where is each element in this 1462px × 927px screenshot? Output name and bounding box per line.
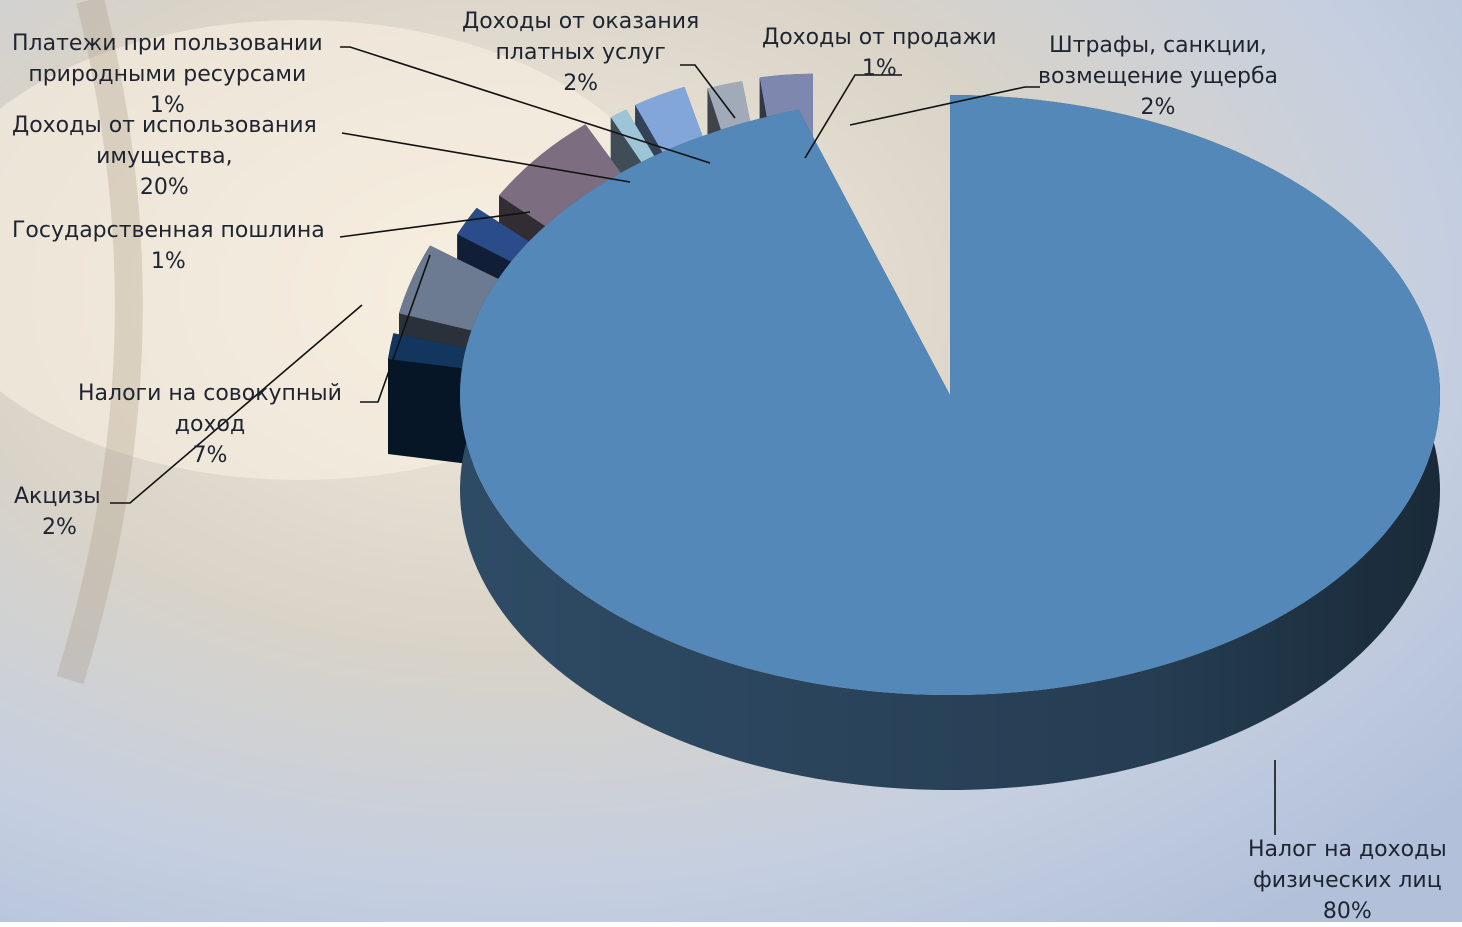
slice-label-text: Налог на доходы: [1248, 837, 1447, 862]
leader-line: [340, 46, 711, 164]
slice-value-label: 1%: [150, 249, 186, 274]
slice-value-label: 20%: [139, 175, 189, 200]
slice-label-text: Налоги на совокупный: [78, 381, 342, 406]
slice-label-text: природными ресурсами: [28, 62, 307, 87]
slice-label-text: Штрафы, санкции,: [1049, 33, 1267, 58]
slice-label-prirodnye: Платежи при пользовании природными ресур…: [12, 28, 323, 121]
slice-label-akcizy: Акцизы 2%: [14, 481, 101, 543]
leader-line: [804, 74, 902, 159]
leader-line: [360, 254, 431, 403]
slice-label-text: возмещение ущерба: [1038, 64, 1279, 89]
slice-label-sovokupny: Налоги на совокупный доход 7%: [78, 378, 342, 471]
slice-top: [459, 95, 1440, 695]
slice-label-uslugi: Доходы от оказания платных услуг 2%: [462, 6, 699, 99]
slice-value-label: 7%: [192, 443, 228, 468]
slice-value-label: 1%: [149, 93, 185, 118]
slice-label-text: Доходы от оказания: [462, 9, 700, 34]
slice-label-text: имущества,: [96, 144, 233, 169]
slice-label-prodazha: Доходы от продажи 1%: [762, 22, 997, 84]
background-decor: [56, 0, 143, 685]
slice-label-text: физических лиц: [1253, 868, 1442, 893]
slice-label-text: доход: [174, 412, 246, 437]
leader-line: [339, 211, 531, 238]
slice-value-label: 2%: [42, 515, 77, 540]
leader-line: [341, 132, 631, 183]
slice-label-text: платных услуг: [495, 40, 666, 65]
slice-value-label: 1%: [861, 56, 897, 81]
slice-label-text: Платежи при пользовании: [12, 31, 323, 56]
slice-label-ndfl: Налог на доходы физических лиц 80%: [1248, 834, 1447, 927]
slice-label-shtrafy: Штрафы, санкции, возмещение ущерба 2%: [1038, 30, 1278, 123]
slice-value-label: 2%: [563, 71, 599, 96]
slice-label-imushchestvo: Доходы от использования имущества, 20%: [12, 110, 317, 203]
leader-line: [110, 304, 363, 504]
slice-label-text: Доходы от продажи: [762, 25, 997, 50]
leader-line: [680, 64, 736, 119]
slice-value-label: 80%: [1322, 899, 1372, 924]
slice-label-gosposhlina: Государственная пошлина 1%: [12, 215, 325, 277]
leader-line: [849, 86, 1040, 126]
slice-label-text: Государственная пошлина: [12, 218, 325, 243]
slice-value-label: 2%: [1140, 95, 1176, 120]
slice-label-text: Доходы от использования: [12, 113, 317, 138]
slice-label-text: Акцизы: [14, 484, 101, 509]
